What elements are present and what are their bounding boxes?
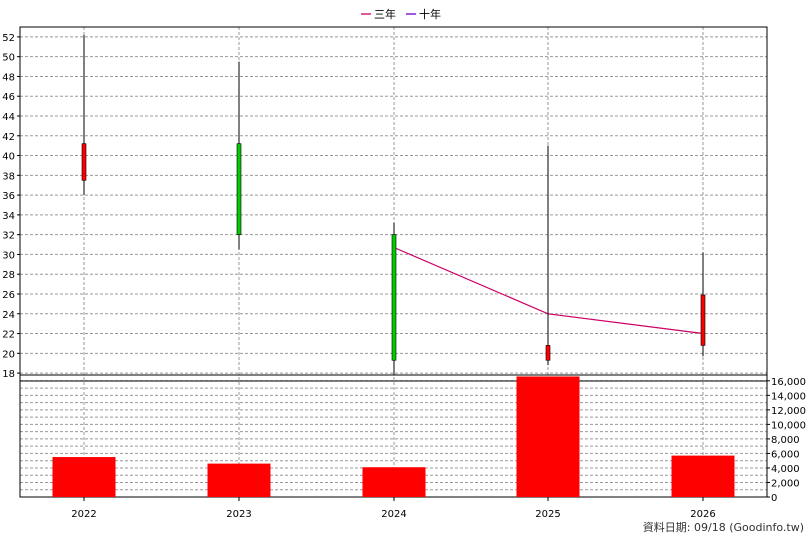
volume-axis-ticks: 0 2,000 4,000 6,000 8,000 10,000 12,000 14,000 1… xyxy=(767,377,806,504)
price-tick-label: 18 xyxy=(2,369,15,380)
legend-label-1: 十年 xyxy=(419,7,441,21)
price-tick-label: 24 xyxy=(2,310,15,321)
volume-bar-2025 xyxy=(516,376,580,497)
volume-tick-label: 8,000 xyxy=(771,435,800,446)
year-axis-ticks: 2022 2023 2024 2025 2026 xyxy=(71,497,716,520)
price-tick-label: 34 xyxy=(2,211,15,222)
volume-tick-label: 10,000 xyxy=(771,420,806,431)
year-tick-label: 2026 xyxy=(690,509,715,520)
candle-body-2026 xyxy=(700,294,706,346)
price-panel-frame xyxy=(19,26,768,382)
year-tick-label: 2023 xyxy=(226,509,251,520)
candle-body-2025 xyxy=(545,345,551,361)
price-tick-label: 26 xyxy=(2,290,15,301)
candle-body-2023 xyxy=(236,143,242,235)
volume-tick-label: 16,000 xyxy=(771,377,806,388)
price-tick-label: 38 xyxy=(2,171,15,182)
year-tick-label: 2025 xyxy=(535,509,560,520)
volume-bar-2022 xyxy=(52,457,116,497)
volume-tick-label: 12,000 xyxy=(771,406,806,417)
price-tick-label: 44 xyxy=(2,112,15,123)
legend: 三年 十年 xyxy=(361,7,441,21)
year-tick-label: 2024 xyxy=(381,509,406,520)
price-tick-label: 22 xyxy=(2,330,15,341)
volume-bars xyxy=(52,376,735,497)
volume-tick-label: 0 xyxy=(771,493,777,504)
year-tick-label: 2022 xyxy=(71,509,96,520)
price-tick-label: 30 xyxy=(2,250,15,261)
volume-bar-2024 xyxy=(362,467,426,497)
price-tick-label: 50 xyxy=(2,53,15,64)
candle-body-2024 xyxy=(391,234,397,361)
legend-label-0: 三年 xyxy=(374,7,396,21)
price-axis-ticks: 18 20 22 24 26 28 30 32 34 36 38 40 42 44 46 48 50 52 xyxy=(2,33,20,380)
candle-body-2022 xyxy=(81,143,87,181)
price-tick-label: 36 xyxy=(2,191,15,202)
volume-tick-label: 6,000 xyxy=(771,449,800,460)
volume-bar-2023 xyxy=(207,463,271,497)
volume-tick-label: 2,000 xyxy=(771,478,800,489)
price-tick-label: 20 xyxy=(2,349,15,360)
candles xyxy=(81,34,706,376)
price-tick-label: 42 xyxy=(2,132,15,143)
price-tick-label: 40 xyxy=(2,152,15,163)
footer-date: 資料日期: 09/18 (Goodinfo.tw) xyxy=(643,520,804,534)
price-tick-label: 28 xyxy=(2,270,15,281)
volume-tick-label: 14,000 xyxy=(771,391,806,402)
grid-lines xyxy=(20,27,767,497)
price-tick-label: 52 xyxy=(2,33,15,44)
volume-bar-2026 xyxy=(671,455,735,497)
price-tick-label: 46 xyxy=(2,92,15,103)
volume-tick-label: 4,000 xyxy=(771,464,800,475)
price-tick-label: 48 xyxy=(2,72,15,83)
price-tick-label: 32 xyxy=(2,231,15,242)
